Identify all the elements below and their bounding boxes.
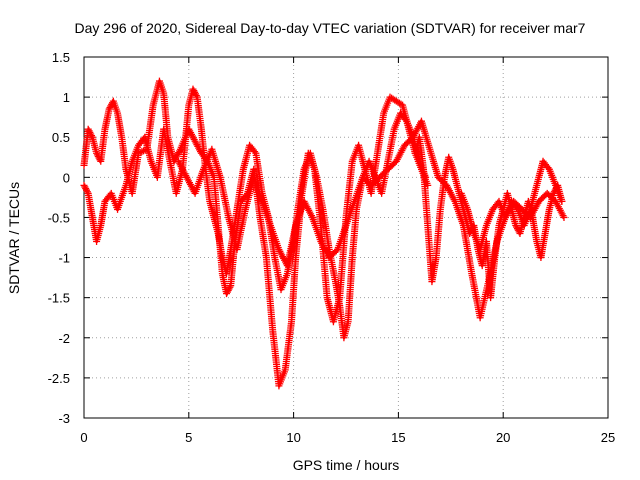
data-point [189,85,197,93]
y-tick-label: -1.5 [48,291,70,306]
data-point [192,92,200,100]
data-point [190,87,198,95]
series-track-2 [80,85,430,342]
plot-frame [83,56,609,419]
data-point [88,132,96,140]
data-point [560,213,568,221]
data-point [192,90,200,98]
chart-title: Day 296 of 2020, Sidereal Day-to-day VTE… [75,20,586,36]
y-tick-label: -3 [58,411,70,426]
x-tick-label: 5 [185,430,192,445]
series-track-5 [457,157,566,254]
data-point [80,181,88,189]
data-point [105,105,113,113]
y-tick-label: 1.5 [52,50,70,65]
data-point [513,204,521,212]
data-point [251,148,259,156]
x-tick-label: 15 [391,430,405,445]
data-point [85,127,93,135]
data-point [226,283,234,291]
x-tick-label: 25 [601,430,615,445]
data-point [223,288,231,296]
data-point [81,183,89,191]
series-track-1 [80,77,432,390]
data-point [82,185,90,193]
data-points [80,77,568,390]
x-axis-label: GPS time / hours [293,457,400,473]
data-point [225,285,233,293]
y-tick-label: -2.5 [48,371,70,386]
y-tick-label: -2 [58,331,70,346]
x-tick-label: 0 [80,430,87,445]
data-point [191,88,199,96]
y-axis-label: SDTVAR / TECUs [6,182,22,294]
data-point [558,197,566,205]
x-tick-labels: 0 5 10 15 20 25 [80,430,615,445]
data-point [83,186,91,194]
data-point [544,164,552,172]
data-point [136,148,144,156]
data-point [83,188,91,196]
y-tick-label: -1 [58,251,70,266]
y-tick-label: 0.5 [52,130,70,145]
data-point [87,130,95,138]
y-tick-label: -0.5 [48,210,70,225]
data-point [402,116,410,124]
x-tick-label: 10 [286,430,300,445]
y-tick-labels: 1.5 1 0.5 0 -0.5 -1 -1.5 -2 -2.5 -3 [48,50,70,426]
data-point [223,290,231,298]
data-point [224,286,232,294]
y-tick-label: 1 [63,90,70,105]
data-point [512,221,520,229]
x-tick-label: 20 [496,430,510,445]
data-point [84,125,92,133]
y-tick-label: 0 [63,170,70,185]
data-point [86,128,94,136]
